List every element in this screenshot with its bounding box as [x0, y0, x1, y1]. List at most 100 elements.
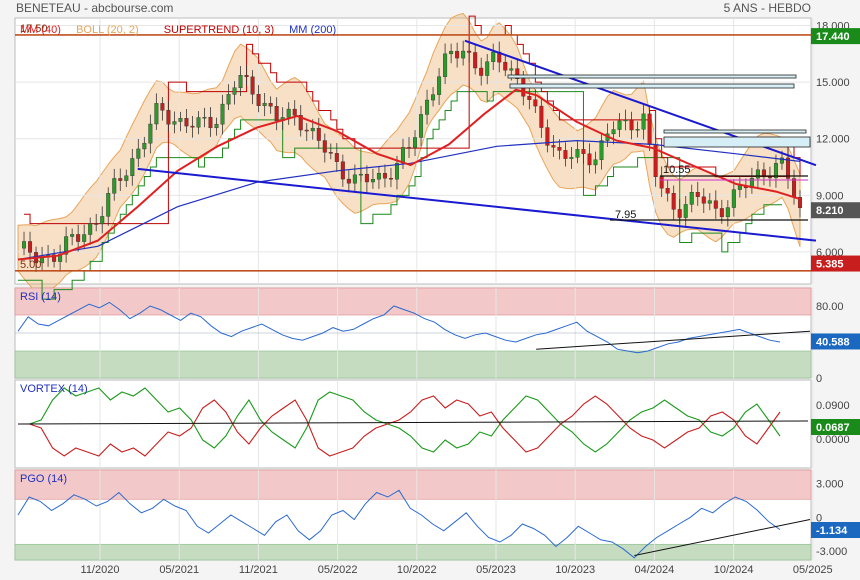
- candle-body: [617, 120, 622, 130]
- candle-body: [599, 140, 604, 160]
- pgo-badge-label: -1.134: [816, 525, 848, 537]
- candle-body: [112, 178, 117, 194]
- candle-body: [220, 103, 225, 125]
- pgo-band: [14, 469, 812, 500]
- candle-body: [274, 106, 279, 121]
- candle-body: [449, 50, 454, 55]
- candle-body: [160, 103, 165, 111]
- candle-body: [527, 96, 532, 100]
- rsi-badge-label: 40.588: [816, 336, 850, 348]
- candle-body: [629, 119, 634, 131]
- candle-body: [485, 61, 490, 76]
- candle-body: [479, 67, 484, 76]
- zone-rectangle: [507, 74, 797, 79]
- candle-body: [683, 204, 688, 218]
- supertrend-line: [24, 15, 801, 225]
- candle-body: [52, 254, 57, 262]
- candle-body: [575, 149, 580, 158]
- x-tick-label: 10/2024: [714, 564, 754, 576]
- candle-body: [545, 127, 550, 146]
- candle-body: [250, 76, 255, 95]
- candle-body: [593, 159, 598, 166]
- pgo-band: [14, 543, 812, 561]
- pgo-y-tick-label: 3.000: [816, 479, 844, 491]
- candle-body: [707, 200, 712, 204]
- zone-rectangle: [663, 136, 811, 148]
- zone-rectangle: [509, 83, 795, 89]
- candle-body: [641, 113, 646, 130]
- candle-body: [232, 87, 237, 95]
- header-left: BENETEAU - abcbourse.com: [16, 1, 173, 15]
- candle-body: [659, 176, 664, 189]
- candle-body: [268, 102, 273, 107]
- price-annotation: 10.55: [663, 164, 691, 176]
- candle-body: [226, 94, 231, 105]
- vortex-line: [18, 387, 781, 453]
- candle-body: [467, 50, 472, 53]
- candle-body: [196, 117, 201, 128]
- candle-body: [503, 61, 508, 71]
- pgo-legend: PGO (14): [20, 473, 67, 485]
- price-badge: [811, 28, 860, 45]
- rsi-band: [14, 350, 812, 379]
- pgo-y-tick-label: 0: [816, 512, 822, 524]
- candle-body: [533, 99, 538, 107]
- candle-body: [88, 223, 93, 235]
- candle-body: [142, 142, 147, 150]
- candle-body: [677, 209, 682, 218]
- legend-entry: BOLL (20, 2): [76, 24, 139, 36]
- candle-body: [407, 147, 412, 149]
- pgo-line: [17, 489, 781, 559]
- candle-body: [352, 174, 357, 184]
- rsi-line: [17, 301, 781, 354]
- candle-body: [364, 173, 369, 183]
- candle-body: [779, 157, 784, 164]
- x-tick-label: 10/2023: [555, 564, 595, 576]
- candle-body: [370, 178, 375, 183]
- vortex-baseline: [17, 420, 809, 425]
- legend-entry: MM (40): [20, 24, 61, 36]
- candle-body: [689, 192, 694, 205]
- candle-body: [635, 129, 640, 131]
- candle-body: [539, 105, 544, 128]
- candle-body: [64, 236, 69, 255]
- candle-body: [292, 108, 297, 116]
- price-y-tick-label: 15.000: [816, 77, 850, 89]
- candle-body: [148, 123, 153, 144]
- candle-body: [400, 147, 405, 164]
- candle-body: [154, 103, 159, 125]
- candle-body: [647, 113, 652, 145]
- candle-body: [419, 114, 424, 138]
- candle-body: [184, 118, 189, 127]
- candle-body: [695, 192, 700, 197]
- rsi-legend: RSI (14): [20, 291, 61, 303]
- candle-body: [214, 123, 219, 129]
- rsi-y-tick-label: 0: [816, 373, 822, 385]
- rsi-badge: [811, 333, 860, 350]
- price-annotation: 5.00: [20, 259, 41, 271]
- candle-body: [22, 241, 27, 249]
- pgo-y-tick-label: -3.000: [816, 546, 847, 558]
- candle-body: [358, 173, 363, 176]
- price-badge-label: 17.440: [816, 31, 850, 43]
- candle-body: [298, 115, 303, 131]
- candle-body: [94, 223, 99, 225]
- candle-body: [136, 148, 141, 159]
- candle-body: [413, 137, 418, 148]
- candle-body: [394, 162, 399, 180]
- candle-body: [755, 169, 760, 179]
- candle-body: [587, 153, 592, 166]
- candle-body: [761, 169, 766, 178]
- x-tick-label: 10/2022: [397, 564, 437, 576]
- candle-body: [322, 140, 327, 153]
- x-tick-label: 05/2022: [318, 564, 358, 576]
- candle-body: [713, 200, 718, 209]
- candle-body: [792, 178, 797, 198]
- candle-body: [671, 192, 676, 210]
- candle-body: [76, 234, 81, 242]
- candle-body: [256, 94, 261, 106]
- price-y-tick-label: 18.000: [816, 21, 850, 33]
- price-annotation: 7.95: [615, 209, 636, 221]
- candle-body: [376, 173, 381, 180]
